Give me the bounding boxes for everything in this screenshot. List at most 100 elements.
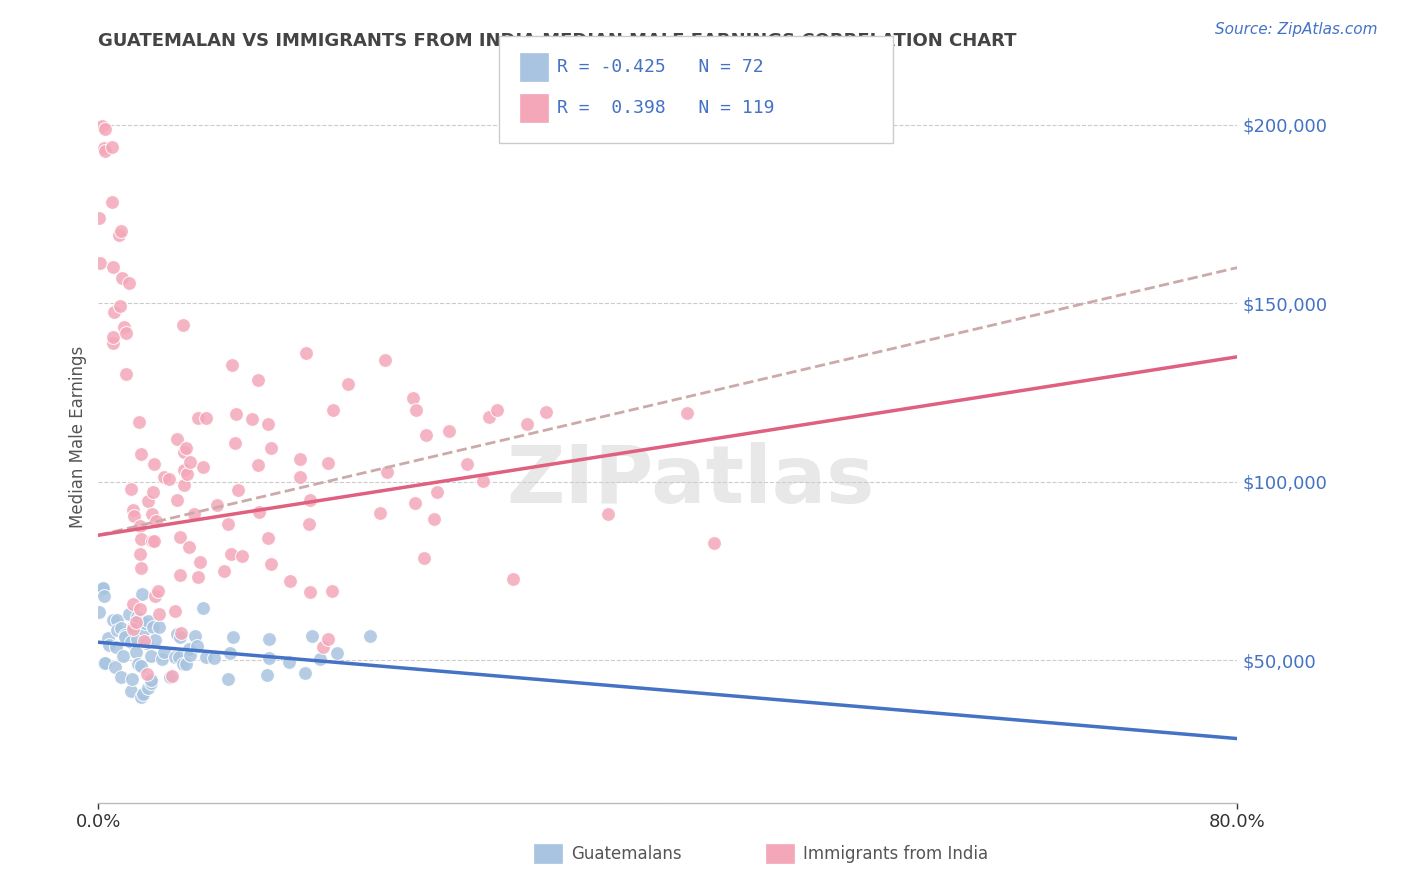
- Point: [112, 320, 135, 334]
- Point: [596, 508, 619, 522]
- Point: [326, 646, 349, 660]
- Point: [337, 377, 360, 392]
- Text: Immigrants from India: Immigrants from India: [803, 845, 988, 863]
- Point: [120, 684, 142, 698]
- Point: [316, 632, 339, 646]
- Text: Guatemalans: Guatemalans: [571, 845, 682, 863]
- Point: [290, 470, 312, 484]
- Point: [136, 494, 159, 508]
- Point: [141, 533, 163, 548]
- Point: [177, 541, 200, 555]
- Point: [107, 623, 129, 637]
- Point: [121, 673, 143, 687]
- Point: [120, 482, 142, 496]
- Point: [260, 441, 283, 455]
- Point: [108, 300, 131, 314]
- Point: [231, 549, 253, 564]
- Point: [294, 665, 316, 680]
- Point: [426, 485, 449, 500]
- Point: [257, 417, 280, 431]
- Point: [150, 651, 173, 665]
- Point: [94, 144, 117, 158]
- Point: [100, 195, 122, 210]
- Point: [278, 574, 301, 589]
- Point: [222, 630, 245, 644]
- Point: [456, 457, 478, 471]
- Point: [142, 484, 165, 499]
- Point: [97, 639, 120, 653]
- Point: [115, 367, 138, 381]
- Point: [176, 657, 198, 672]
- Point: [110, 621, 132, 635]
- Point: [91, 119, 114, 133]
- Point: [173, 463, 195, 477]
- Point: [202, 650, 225, 665]
- Point: [478, 409, 501, 424]
- Text: R = -0.425   N = 72: R = -0.425 N = 72: [557, 58, 763, 76]
- Point: [179, 455, 201, 469]
- Point: [105, 613, 128, 627]
- Point: [128, 415, 150, 429]
- Point: [225, 408, 247, 422]
- Point: [298, 493, 321, 508]
- Point: [163, 649, 186, 664]
- Point: [148, 607, 170, 622]
- Point: [132, 634, 155, 648]
- Point: [423, 511, 446, 525]
- Point: [93, 589, 115, 603]
- Point: [93, 656, 115, 670]
- Point: [110, 224, 132, 238]
- Point: [217, 672, 239, 686]
- Point: [125, 610, 148, 624]
- Point: [188, 555, 211, 569]
- Point: [288, 452, 311, 467]
- Point: [114, 628, 136, 642]
- Point: [108, 227, 131, 242]
- Point: [94, 121, 117, 136]
- Point: [316, 456, 339, 470]
- Point: [101, 140, 124, 154]
- Point: [278, 655, 301, 669]
- Point: [187, 570, 209, 584]
- Point: [134, 615, 156, 630]
- Point: [129, 532, 152, 546]
- Point: [111, 649, 134, 664]
- Point: [214, 565, 236, 579]
- Point: [207, 498, 229, 512]
- Point: [166, 627, 188, 641]
- Point: [676, 406, 699, 420]
- Point: [166, 492, 188, 507]
- Point: [132, 623, 155, 637]
- Point: [257, 651, 280, 665]
- Point: [375, 465, 398, 479]
- Point: [176, 467, 198, 481]
- Point: [129, 447, 152, 461]
- Point: [259, 632, 281, 646]
- Point: [219, 547, 242, 561]
- Point: [142, 620, 165, 634]
- Point: [125, 645, 148, 659]
- Point: [129, 659, 152, 673]
- Point: [89, 582, 111, 597]
- Point: [136, 667, 159, 681]
- Y-axis label: Median Male Earnings: Median Male Earnings: [69, 346, 87, 528]
- Point: [143, 632, 166, 647]
- Text: ZIPatlas: ZIPatlas: [506, 442, 875, 520]
- Point: [93, 141, 115, 155]
- Point: [110, 670, 132, 684]
- Point: [404, 496, 426, 510]
- Point: [139, 675, 162, 690]
- Point: [125, 615, 148, 629]
- Point: [103, 304, 125, 318]
- Point: [321, 583, 343, 598]
- Point: [195, 649, 218, 664]
- Point: [166, 432, 188, 446]
- Point: [142, 533, 165, 548]
- Point: [191, 600, 214, 615]
- Point: [169, 630, 191, 644]
- Point: [187, 410, 209, 425]
- Point: [186, 639, 208, 653]
- Point: [122, 508, 145, 523]
- Point: [111, 271, 134, 285]
- Point: [413, 551, 436, 566]
